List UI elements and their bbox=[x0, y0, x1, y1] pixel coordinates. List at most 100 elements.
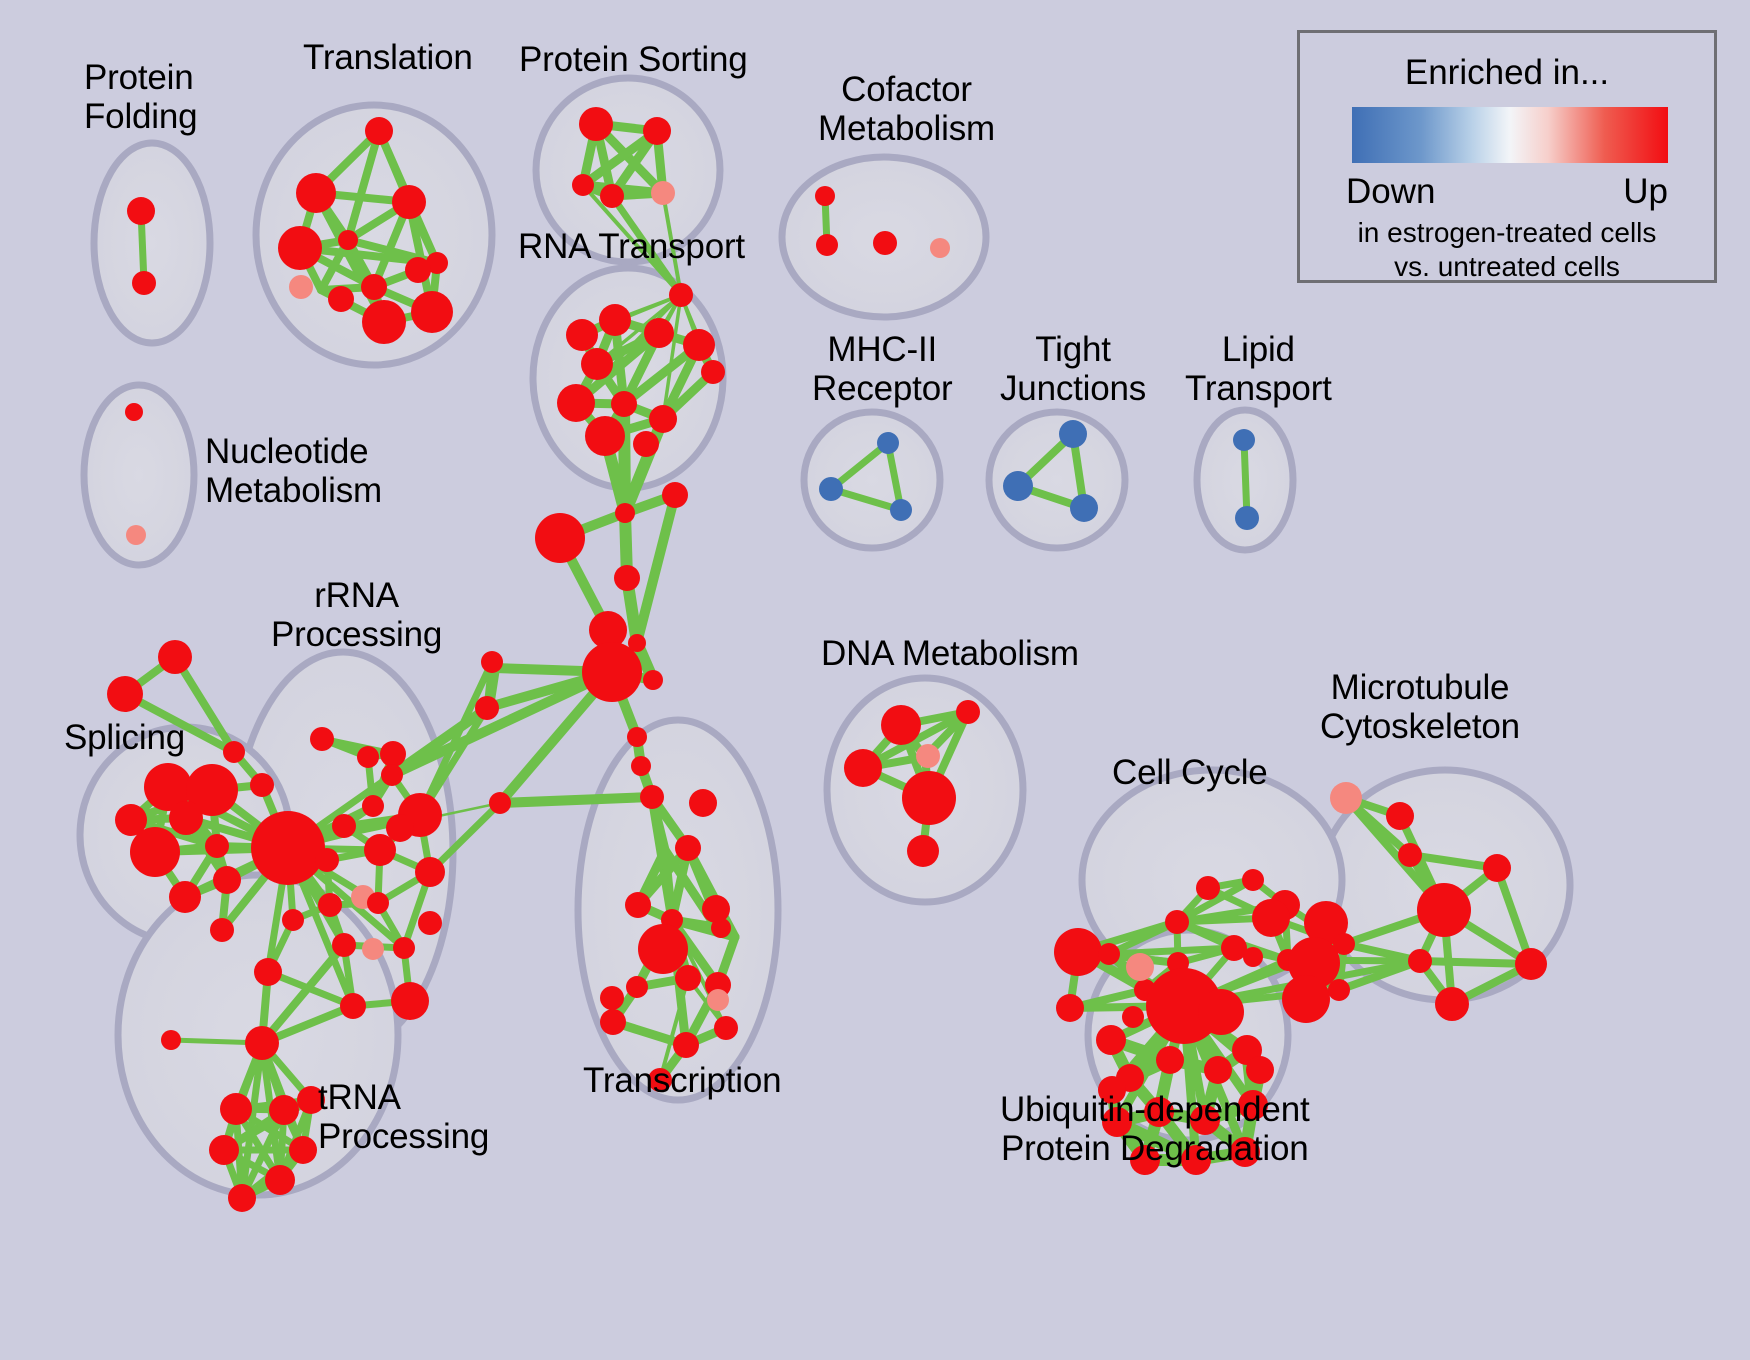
node-up[interactable] bbox=[415, 857, 445, 887]
node-up[interactable] bbox=[599, 304, 631, 336]
node-up[interactable] bbox=[844, 749, 882, 787]
node-up[interactable] bbox=[1156, 1046, 1184, 1074]
node-up[interactable] bbox=[250, 773, 274, 797]
node-up[interactable] bbox=[132, 271, 156, 295]
node-up[interactable] bbox=[1242, 869, 1264, 891]
node-up[interactable] bbox=[615, 503, 635, 523]
node-down[interactable] bbox=[819, 477, 843, 501]
node-up[interactable] bbox=[315, 848, 339, 872]
node-up[interactable] bbox=[644, 318, 674, 348]
node-up[interactable] bbox=[426, 252, 448, 274]
node-up[interactable] bbox=[907, 835, 939, 867]
node-up[interactable] bbox=[210, 918, 234, 942]
node-up-light[interactable] bbox=[362, 938, 384, 960]
node-down[interactable] bbox=[1003, 471, 1033, 501]
node-up[interactable] bbox=[1435, 987, 1469, 1021]
node-up[interactable] bbox=[1144, 1097, 1174, 1127]
node-up[interactable] bbox=[297, 1086, 325, 1114]
node-up[interactable] bbox=[1386, 802, 1414, 830]
node-up[interactable] bbox=[332, 814, 356, 838]
node-up[interactable] bbox=[332, 933, 356, 957]
node-up[interactable] bbox=[816, 234, 838, 256]
node-up[interactable] bbox=[251, 811, 325, 885]
node-up[interactable] bbox=[1196, 876, 1220, 900]
node-up[interactable] bbox=[631, 756, 651, 776]
node-up-light[interactable] bbox=[1330, 782, 1362, 814]
node-up[interactable] bbox=[393, 937, 415, 959]
node-up[interactable] bbox=[673, 1032, 699, 1058]
node-up[interactable] bbox=[1238, 1090, 1268, 1120]
node-up[interactable] bbox=[585, 416, 625, 456]
node-up[interactable] bbox=[107, 676, 143, 712]
node-down[interactable] bbox=[1070, 494, 1098, 522]
node-up[interactable] bbox=[873, 231, 897, 255]
node-up[interactable] bbox=[1165, 910, 1189, 934]
node-up[interactable] bbox=[614, 565, 640, 591]
node-up[interactable] bbox=[589, 611, 627, 649]
node-up[interactable] bbox=[640, 785, 664, 809]
node-up[interactable] bbox=[1408, 949, 1432, 973]
node-up[interactable] bbox=[282, 909, 304, 931]
node-up[interactable] bbox=[125, 403, 143, 421]
node-up[interactable] bbox=[701, 360, 725, 384]
node-up[interactable] bbox=[475, 696, 499, 720]
node-up[interactable] bbox=[418, 911, 442, 935]
node-up[interactable] bbox=[228, 1184, 256, 1212]
node-up[interactable] bbox=[1198, 989, 1244, 1035]
node-up[interactable] bbox=[367, 892, 389, 914]
node-down[interactable] bbox=[890, 499, 912, 521]
node-up[interactable] bbox=[1230, 1137, 1260, 1167]
node-up[interactable] bbox=[209, 1135, 239, 1165]
node-up-light[interactable] bbox=[930, 238, 950, 258]
node-up[interactable] bbox=[161, 1030, 181, 1050]
node-up[interactable] bbox=[627, 727, 647, 747]
node-up[interactable] bbox=[582, 642, 642, 702]
node-up[interactable] bbox=[633, 431, 659, 457]
node-up[interactable] bbox=[649, 405, 677, 433]
node-up[interactable] bbox=[1221, 935, 1247, 961]
node-up[interactable] bbox=[338, 230, 358, 250]
node-up-light[interactable] bbox=[1126, 953, 1154, 981]
node-up[interactable] bbox=[361, 274, 387, 300]
node-up[interactable] bbox=[362, 795, 384, 817]
node-up[interactable] bbox=[1098, 943, 1120, 965]
node-up[interactable] bbox=[481, 651, 503, 673]
node-up[interactable] bbox=[269, 1095, 299, 1125]
node-up[interactable] bbox=[144, 763, 192, 811]
node-up[interactable] bbox=[683, 329, 715, 361]
node-up[interactable] bbox=[702, 895, 730, 923]
node-up[interactable] bbox=[557, 384, 595, 422]
node-up[interactable] bbox=[628, 634, 646, 652]
node-up-light[interactable] bbox=[289, 275, 313, 299]
node-up[interactable] bbox=[1328, 979, 1350, 1001]
node-up[interactable] bbox=[340, 993, 366, 1019]
node-up[interactable] bbox=[386, 814, 414, 842]
node-up[interactable] bbox=[186, 764, 238, 816]
node-up[interactable] bbox=[381, 764, 403, 786]
node-up[interactable] bbox=[625, 892, 651, 918]
node-up[interactable] bbox=[220, 1093, 252, 1125]
node-up[interactable] bbox=[881, 705, 921, 745]
node-up[interactable] bbox=[1483, 854, 1511, 882]
node-up[interactable] bbox=[380, 741, 406, 767]
node-up[interactable] bbox=[169, 881, 201, 913]
node-up[interactable] bbox=[689, 789, 717, 817]
node-up[interactable] bbox=[1181, 1145, 1211, 1175]
node-up[interactable] bbox=[581, 348, 613, 380]
node-up[interactable] bbox=[1096, 1025, 1126, 1055]
node-up[interactable] bbox=[1054, 928, 1102, 976]
node-up[interactable] bbox=[579, 107, 613, 141]
node-up[interactable] bbox=[1333, 933, 1355, 955]
node-up[interactable] bbox=[310, 727, 334, 751]
node-up[interactable] bbox=[169, 801, 203, 835]
node-up-light[interactable] bbox=[707, 989, 729, 1011]
node-up[interactable] bbox=[1056, 994, 1084, 1022]
node-up[interactable] bbox=[391, 982, 429, 1020]
node-up[interactable] bbox=[489, 792, 511, 814]
node-up[interactable] bbox=[362, 300, 406, 344]
node-up[interactable] bbox=[405, 257, 431, 283]
node-up[interactable] bbox=[600, 184, 624, 208]
node-up[interactable] bbox=[902, 771, 956, 825]
node-up-light[interactable] bbox=[126, 525, 146, 545]
node-up[interactable] bbox=[611, 391, 637, 417]
